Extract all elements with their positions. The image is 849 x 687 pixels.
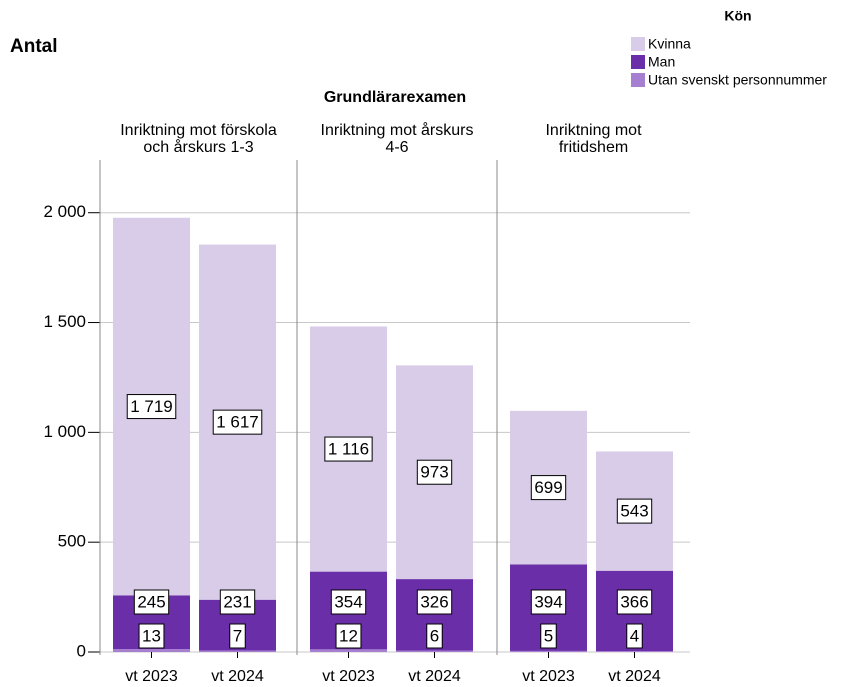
legend-swatch bbox=[631, 73, 645, 87]
value-label-box bbox=[426, 623, 443, 649]
value-label: 354 bbox=[334, 592, 362, 611]
x-tick-label: vt 2024 bbox=[211, 668, 264, 685]
value-label-box bbox=[229, 623, 246, 649]
y-tick-label: 1 500 bbox=[43, 312, 86, 331]
value-label-box bbox=[540, 623, 557, 649]
value-label-box bbox=[219, 589, 256, 615]
value-label-box bbox=[626, 623, 643, 649]
value-label-box bbox=[416, 459, 453, 485]
x-tick-label: vt 2024 bbox=[608, 668, 661, 685]
y-axis-label: Antal bbox=[10, 36, 58, 57]
legend-label: Man bbox=[648, 54, 675, 70]
value-label-box bbox=[212, 409, 263, 435]
x-tick-label: vt 2023 bbox=[125, 668, 178, 685]
value-label-box bbox=[330, 589, 367, 615]
legend-label: Kvinna bbox=[648, 36, 691, 52]
value-label: 13 bbox=[142, 626, 161, 645]
facet-title: Inriktning mot årskurs bbox=[321, 121, 474, 139]
chart-title: Grundlärarexamen bbox=[324, 89, 466, 106]
legend-swatch bbox=[631, 37, 645, 51]
value-label-box bbox=[126, 394, 177, 420]
value-label: 5 bbox=[544, 626, 553, 645]
value-label-box bbox=[416, 589, 453, 615]
value-label: 7 bbox=[233, 626, 242, 645]
bar-segment bbox=[113, 649, 190, 652]
value-label: 973 bbox=[420, 463, 448, 482]
y-tick-label: 2 000 bbox=[43, 202, 86, 221]
value-label-box bbox=[324, 436, 373, 462]
value-label: 1 719 bbox=[130, 397, 173, 416]
value-label: 1 617 bbox=[216, 413, 259, 432]
value-label: 6 bbox=[430, 626, 439, 645]
value-label-box bbox=[138, 623, 165, 649]
y-tick-label: 0 bbox=[77, 641, 86, 660]
value-label: 245 bbox=[137, 592, 165, 611]
value-label: 12 bbox=[339, 626, 358, 645]
value-label: 231 bbox=[223, 592, 251, 611]
facet-title: Inriktning mot förskola bbox=[120, 122, 277, 139]
x-tick-label: vt 2023 bbox=[322, 668, 375, 685]
value-label: 1 116 bbox=[328, 440, 369, 459]
bar-segment bbox=[396, 650, 473, 652]
legend-swatch bbox=[631, 55, 645, 69]
bar-segment bbox=[199, 650, 276, 652]
value-label-box bbox=[616, 498, 653, 524]
value-label-box bbox=[530, 589, 567, 615]
bar-segment bbox=[310, 649, 387, 652]
x-tick-label: vt 2023 bbox=[522, 668, 575, 685]
value-label: 326 bbox=[420, 592, 448, 611]
value-label: 699 bbox=[534, 478, 562, 497]
bar-segment bbox=[510, 650, 587, 652]
value-label-box bbox=[616, 589, 653, 615]
value-label-box bbox=[133, 589, 170, 615]
value-label: 4 bbox=[630, 626, 639, 645]
value-label-box bbox=[335, 623, 362, 649]
facet-title: 4-6 bbox=[385, 139, 408, 156]
facet-title: Inriktning mot bbox=[545, 122, 642, 139]
facet-title: och årskurs 1-3 bbox=[143, 138, 253, 156]
value-label-box bbox=[530, 475, 567, 501]
legend-title: Kön bbox=[724, 8, 751, 24]
y-tick-label: 1 000 bbox=[43, 422, 86, 441]
value-label: 394 bbox=[534, 592, 562, 611]
value-label: 366 bbox=[620, 592, 648, 611]
x-tick-label: vt 2024 bbox=[408, 668, 461, 685]
bar-segment bbox=[596, 651, 673, 652]
facet-title: fritidshem bbox=[559, 139, 628, 156]
value-label: 543 bbox=[620, 502, 648, 521]
y-tick-label: 500 bbox=[58, 532, 86, 551]
legend-label: Utan svenskt personnummer bbox=[648, 72, 827, 88]
